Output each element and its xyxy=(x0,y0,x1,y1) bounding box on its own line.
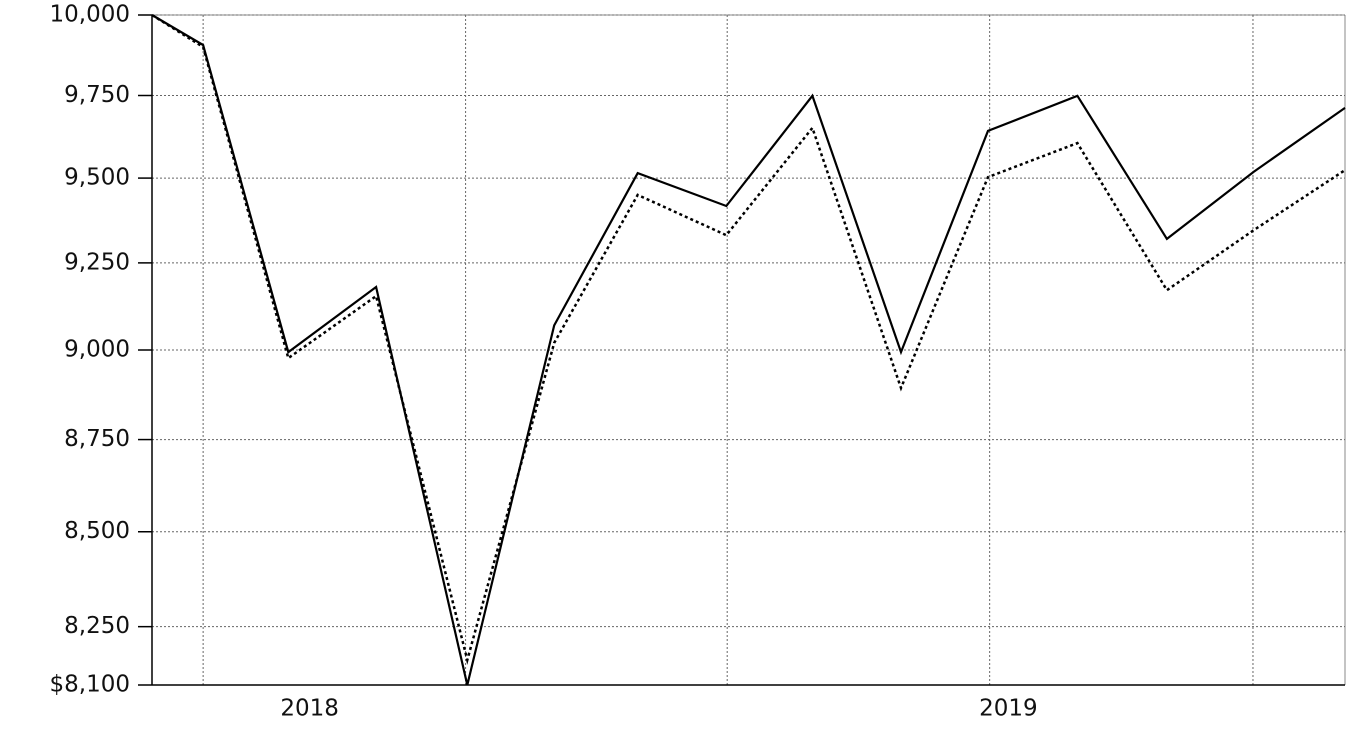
y-tick-label: 9,250 xyxy=(64,249,130,275)
y-tick-label: 8,500 xyxy=(64,518,130,544)
x-tick-label: 2018 xyxy=(280,696,339,722)
x-tick-label: 2019 xyxy=(979,696,1038,722)
y-tick-label: 8,250 xyxy=(64,613,130,639)
series-line xyxy=(151,13,1346,665)
y-tick-label: 9,750 xyxy=(64,82,130,108)
y-tick-label: 9,500 xyxy=(64,165,130,191)
y-tick-label: 9,000 xyxy=(64,337,130,363)
y-tick-label: 10,000 xyxy=(50,2,130,28)
series-line xyxy=(151,14,1346,686)
y-tick-label: 8,750 xyxy=(64,426,130,452)
y-tick-label: $8,100 xyxy=(50,672,130,698)
